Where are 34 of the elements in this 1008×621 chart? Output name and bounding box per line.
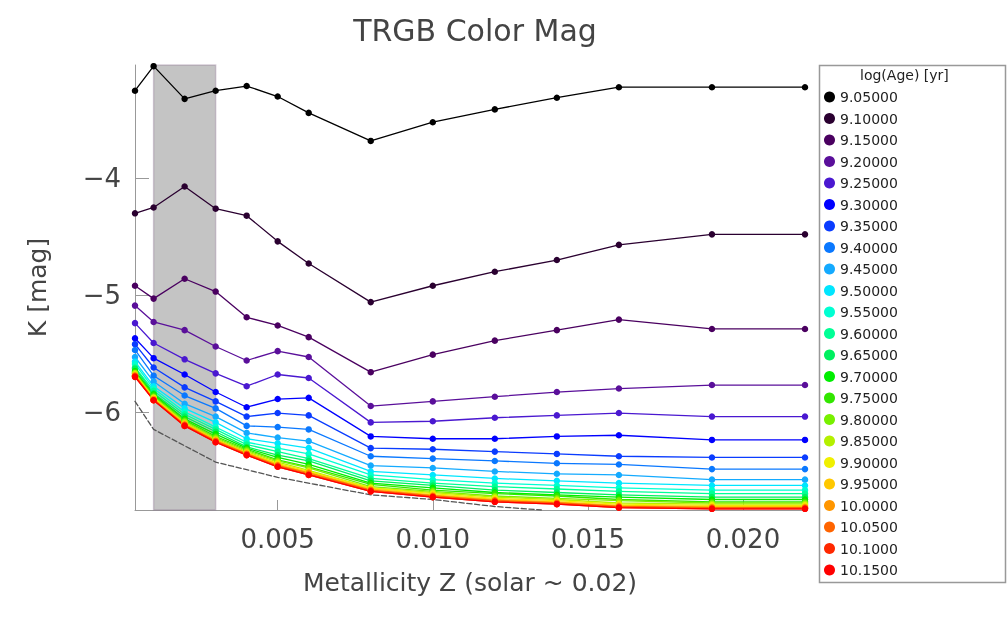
legend-label: 9.20000 xyxy=(840,153,898,170)
legend-label: 9.70000 xyxy=(840,368,898,385)
legend-label: 9.80000 xyxy=(840,411,898,428)
legend-label: 9.85000 xyxy=(840,433,898,449)
x-tick-label: 0.010 xyxy=(395,524,470,554)
legend-label: 9.60000 xyxy=(840,325,898,342)
x-tick-label: 0.015 xyxy=(550,524,626,554)
legend-label: 9.95000 xyxy=(840,476,898,492)
x-tick-label: 0.005 xyxy=(240,524,315,554)
legend-label: 9.55000 xyxy=(840,304,898,320)
legend-label: 10.1000 xyxy=(840,540,898,557)
chart-title: TRGB Color Mag xyxy=(352,12,597,48)
legend-label: 9.10000 xyxy=(840,110,898,127)
legend-label: 9.50000 xyxy=(840,282,898,299)
legend-label: 9.05000 xyxy=(840,89,898,105)
legend-label: 9.45000 xyxy=(840,261,898,277)
legend-label: 9.90000 xyxy=(840,454,898,471)
y-tick-label: −5 xyxy=(82,280,121,311)
legend-label: 10.0000 xyxy=(840,497,898,514)
x-axis-title: Metallicity Z (solar ~ 0.02) xyxy=(302,568,638,597)
legend-label: 9.30000 xyxy=(840,196,898,213)
legend-label: 9.15000 xyxy=(840,132,898,148)
legend-label: 10.0500 xyxy=(840,519,898,535)
y-tick-label: −6 xyxy=(82,396,121,427)
y-axis-title: K [mag] xyxy=(23,237,52,338)
y-tick-label: −4 xyxy=(82,163,121,194)
legend-label: 9.75000 xyxy=(840,390,898,406)
legend-label: 9.65000 xyxy=(840,347,898,363)
legend-label: 9.25000 xyxy=(840,175,898,191)
legend-title: log(Age) [yr] xyxy=(860,67,949,83)
legend-label: 9.40000 xyxy=(840,239,898,256)
x-tick-label: 0.020 xyxy=(705,524,781,554)
legend-label: 9.35000 xyxy=(840,218,898,234)
legend-label: 10.1500 xyxy=(840,562,898,578)
